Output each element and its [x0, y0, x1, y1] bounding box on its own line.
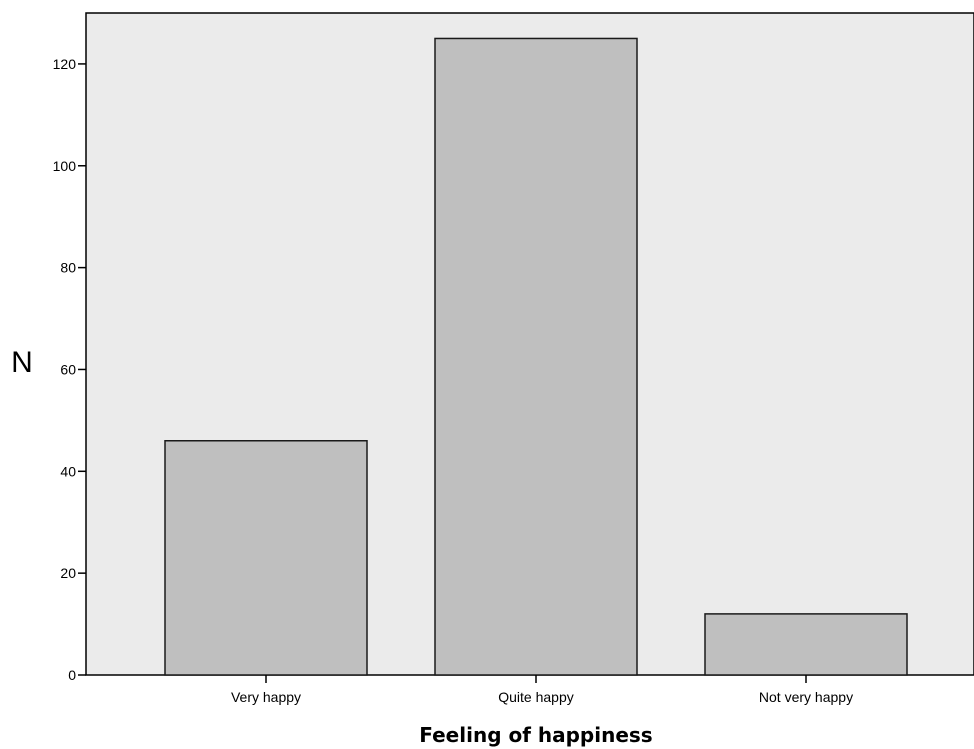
x-tick-label-quite-happy: Quite happy: [498, 689, 574, 705]
x-axis: Very happy Quite happy Not very happy: [231, 675, 853, 705]
y-tick-label-120: 120: [53, 56, 77, 72]
y-axis: 0 20 40 60 80 100 120: [53, 56, 86, 683]
bar-quite-happy: [434, 37, 638, 676]
y-tick-label-0: 0: [68, 667, 76, 683]
x-tick-label-not-very-happy: Not very happy: [759, 689, 853, 705]
y-tick-label-40: 40: [60, 463, 76, 479]
bar-very-happy: [164, 440, 368, 676]
y-tick-label-100: 100: [53, 158, 77, 174]
x-axis-title: Feeling of happiness: [419, 723, 652, 747]
y-tick-label-80: 80: [60, 260, 76, 276]
y-axis-title: N: [11, 346, 33, 379]
y-tick-label-20: 20: [60, 565, 76, 581]
x-tick-label-very-happy: Very happy: [231, 689, 301, 705]
y-tick-label-60: 60: [60, 361, 76, 377]
bar-not-very-happy: [704, 613, 908, 676]
